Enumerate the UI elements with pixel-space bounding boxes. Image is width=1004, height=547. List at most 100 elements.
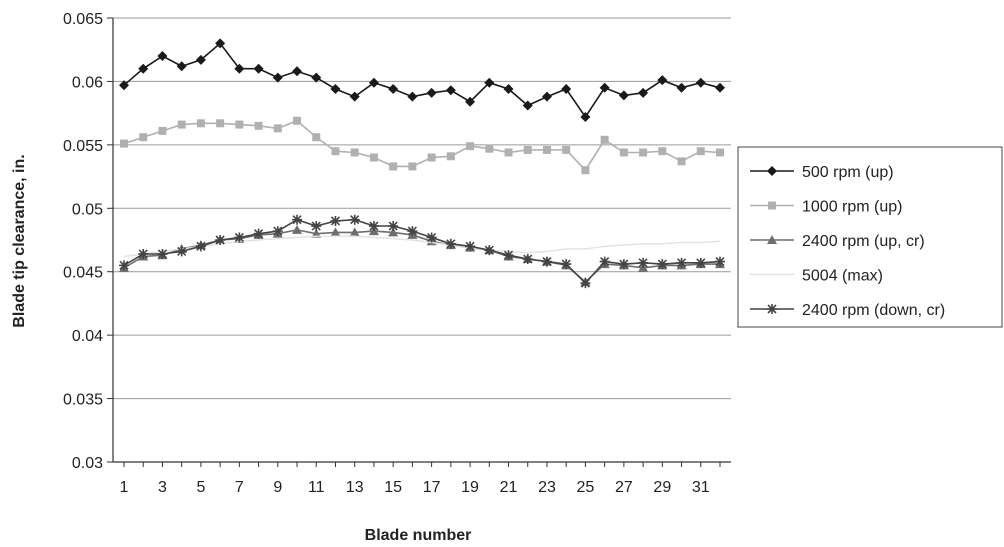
data-point xyxy=(599,256,610,267)
legend-item: 5004 (max) xyxy=(750,268,883,285)
data-point xyxy=(426,87,437,98)
x-tick-label: 3 xyxy=(158,479,167,496)
data-point xyxy=(312,133,321,142)
x-tick-label: 15 xyxy=(384,479,402,496)
data-point xyxy=(157,248,168,259)
data-point xyxy=(215,235,226,245)
data-point xyxy=(368,77,379,88)
data-point xyxy=(715,82,725,93)
data-point xyxy=(177,120,186,129)
y-tick-label: 0.065 xyxy=(63,11,103,28)
data-point xyxy=(561,84,572,95)
data-point xyxy=(639,148,648,157)
data-point xyxy=(330,84,341,95)
data-point xyxy=(234,232,245,243)
data-point xyxy=(388,84,399,95)
legend-label: 2400 rpm (down, cr) xyxy=(802,302,945,319)
data-point xyxy=(580,111,591,122)
data-point xyxy=(504,148,513,157)
data-point xyxy=(484,245,495,256)
x-tick-label: 19 xyxy=(461,479,479,496)
y-tick-label: 0.055 xyxy=(63,138,103,155)
data-point xyxy=(715,256,725,267)
data-point xyxy=(503,250,514,261)
y-tick-label: 0.035 xyxy=(63,392,103,409)
data-point xyxy=(330,215,341,226)
data-point xyxy=(349,227,360,237)
data-point xyxy=(196,119,205,128)
data-point xyxy=(541,91,552,102)
data-point xyxy=(677,157,686,166)
data-point xyxy=(522,254,533,265)
data-point xyxy=(427,153,436,162)
data-point xyxy=(445,85,456,96)
data-point xyxy=(638,87,649,98)
legend-marker xyxy=(768,201,776,210)
x-tick-label: 1 xyxy=(120,479,129,496)
data-point xyxy=(254,121,263,130)
legend-label: 500 rpm (up) xyxy=(802,164,894,181)
data-point xyxy=(600,135,609,144)
data-point xyxy=(522,100,533,111)
x-tick-label: 25 xyxy=(577,479,595,496)
data-point xyxy=(311,221,322,232)
data-point xyxy=(599,82,610,93)
data-point xyxy=(119,80,129,91)
data-point xyxy=(272,226,283,237)
x-tick-label: 21 xyxy=(500,479,518,496)
data-point xyxy=(388,227,399,237)
data-point xyxy=(331,147,340,156)
data-point xyxy=(503,84,514,95)
y-tick-label: 0.04 xyxy=(72,328,103,345)
legend-label: 2400 rpm (up, cr) xyxy=(802,233,925,250)
data-point xyxy=(407,226,418,237)
y-tick-label: 0.03 xyxy=(72,455,103,472)
data-point xyxy=(696,147,705,156)
data-point xyxy=(695,77,706,88)
data-point xyxy=(234,63,245,74)
data-point xyxy=(484,77,495,88)
data-point xyxy=(195,241,206,252)
data-point xyxy=(119,260,129,271)
data-point xyxy=(368,221,379,232)
data-point xyxy=(445,238,456,249)
data-point xyxy=(293,116,302,125)
x-tick-label: 9 xyxy=(273,479,282,496)
legend-marker xyxy=(767,235,777,244)
data-point xyxy=(176,61,187,72)
x-tick-label: 17 xyxy=(423,479,441,496)
legend-marker xyxy=(767,304,777,314)
data-point xyxy=(253,228,264,239)
data-point xyxy=(349,91,360,102)
series-5 xyxy=(119,214,725,289)
legend: 500 rpm (up) 1000 rpm (up) 2400 rpm (up, c… xyxy=(737,146,1003,328)
x-tick-label: 23 xyxy=(538,479,556,496)
data-point xyxy=(176,246,187,257)
series-2 xyxy=(120,116,724,175)
data-point xyxy=(215,38,226,49)
data-point xyxy=(389,162,398,171)
y-axis-title: Blade tip clearance, in. xyxy=(11,154,28,327)
data-point xyxy=(138,248,149,259)
gridlines xyxy=(113,17,731,400)
data-point xyxy=(619,148,628,157)
legend-label: 5004 (max) xyxy=(802,268,883,285)
legend-label: 1000 rpm (up) xyxy=(802,199,903,216)
x-tick-label: 31 xyxy=(692,479,710,496)
data-point xyxy=(523,145,532,154)
series-1 xyxy=(119,38,725,122)
data-point xyxy=(407,91,418,102)
y-tick-label: 0.05 xyxy=(72,201,103,218)
data-point xyxy=(157,51,168,62)
data-point xyxy=(658,147,667,156)
data-point xyxy=(562,145,571,154)
data-point xyxy=(542,145,551,154)
y-tick-label: 0.06 xyxy=(72,74,103,91)
x-tick-label: 11 xyxy=(308,479,325,496)
data-point xyxy=(465,241,476,252)
data-point xyxy=(446,152,455,161)
data-point xyxy=(138,63,149,74)
legend-item: 500 rpm (up) xyxy=(750,164,894,181)
